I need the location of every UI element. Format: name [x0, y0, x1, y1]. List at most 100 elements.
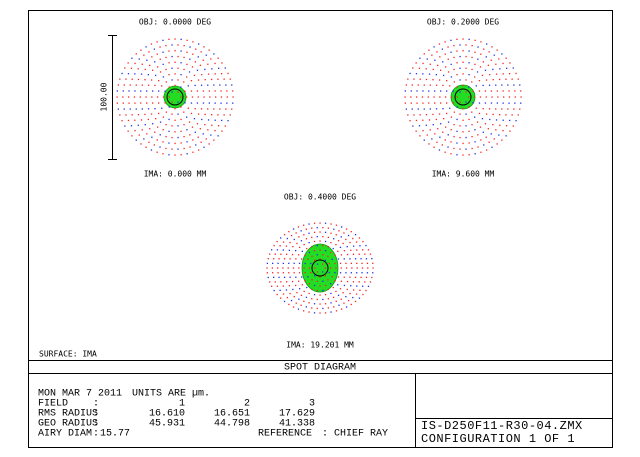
ray-dot [509, 73, 511, 75]
ray-dot [465, 67, 467, 69]
ray-dot [484, 90, 487, 92]
ray-dot [197, 113, 200, 115]
ray-dot [520, 96, 522, 98]
ray-dot [459, 125, 461, 127]
ray-dot [207, 108, 209, 110]
ray-dot [214, 130, 216, 132]
ray-dot [143, 138, 145, 140]
ray-dot [164, 102, 166, 104]
ray-dot [283, 300, 286, 303]
info-cell: RMS RADIUS [38, 409, 98, 420]
ray-dot [191, 96, 194, 98]
ray-dot [337, 250, 339, 252]
ray-dot [162, 153, 164, 155]
ray-dot [459, 113, 461, 115]
ray-dot [453, 45, 455, 47]
ray-dot [346, 253, 349, 256]
ray-dot [155, 74, 157, 77]
ray-dot [134, 90, 136, 92]
ray-dot [308, 302, 310, 304]
ray-dot [453, 111, 455, 113]
ray-dot [292, 306, 295, 308]
ray-dot [362, 240, 364, 243]
ray-dot [194, 84, 196, 87]
ray-dot [474, 63, 476, 65]
ray-dot [431, 138, 433, 140]
ray-dot [343, 250, 346, 252]
ray-dot [225, 108, 227, 110]
ray-dot [495, 108, 497, 110]
ray-dot [440, 123, 442, 125]
ray-dot [278, 258, 280, 260]
ray-dot [149, 64, 151, 66]
ray-dot [221, 73, 223, 75]
ray-dot [174, 131, 176, 133]
ray-dot [124, 67, 126, 69]
ray-dot [150, 149, 153, 151]
ray-dot [137, 78, 140, 81]
ray-dot [159, 121, 162, 123]
ray-dot [335, 244, 337, 246]
ray-dot [471, 56, 473, 59]
ray-dot [471, 68, 473, 71]
ray-dot [480, 41, 482, 43]
ray-dot [157, 96, 159, 98]
scale-label: 100.00 [100, 82, 109, 111]
ray-dot [462, 73, 464, 75]
ray-dot [134, 130, 136, 132]
ray-dot [486, 149, 488, 151]
ray-dot [513, 108, 515, 110]
ray-dot [362, 293, 364, 296]
ray-dot [488, 108, 491, 110]
ray-dot [488, 141, 490, 143]
ray-dot [471, 147, 473, 150]
ray-dot [310, 262, 312, 265]
ray-dot [434, 133, 436, 135]
ray-dot [213, 84, 215, 86]
ray-dot [128, 102, 130, 104]
ray-dot [295, 250, 297, 252]
ray-dot [299, 288, 301, 290]
ray-dot [433, 46, 435, 48]
ray-dot [224, 67, 226, 69]
ray-dot [162, 129, 164, 131]
ray-dot [501, 84, 503, 86]
ray-dot [405, 108, 407, 110]
ray-dot [311, 307, 313, 309]
ray-dot [468, 130, 470, 132]
ray-dot [180, 154, 182, 156]
ray-dot [308, 267, 311, 269]
ray-dot [293, 262, 295, 264]
ray-dot [501, 108, 503, 110]
ray-dot [355, 293, 358, 295]
ray-dot [498, 134, 500, 136]
ray-dot [196, 123, 199, 125]
ray-dot [439, 136, 441, 138]
ray-dot [431, 54, 433, 56]
ray-dot [447, 146, 449, 148]
ray-dot [289, 241, 291, 244]
ray-dot [505, 57, 507, 59]
ray-dot [327, 279, 329, 281]
ray-dot [428, 49, 430, 51]
ray-dot [180, 142, 182, 144]
ray-dot [415, 130, 417, 132]
ray-dot [429, 63, 431, 65]
ray-dot [339, 288, 342, 290]
ray-dot [269, 253, 271, 255]
ray-dot [358, 297, 361, 299]
ray-dot [450, 129, 452, 131]
ray-dot [520, 90, 522, 92]
ray-dot [313, 312, 316, 314]
ray-dot [289, 276, 291, 278]
ray-dot [308, 223, 310, 225]
ray-dot [311, 298, 313, 300]
ray-dot [177, 125, 179, 127]
ray-dot [465, 101, 467, 103]
ray-dot [324, 250, 327, 252]
ray-dot [131, 57, 133, 59]
ray-dot [205, 54, 207, 56]
ray-dot [465, 91, 467, 93]
ray-dot [292, 288, 294, 291]
ray-dot [140, 73, 143, 75]
